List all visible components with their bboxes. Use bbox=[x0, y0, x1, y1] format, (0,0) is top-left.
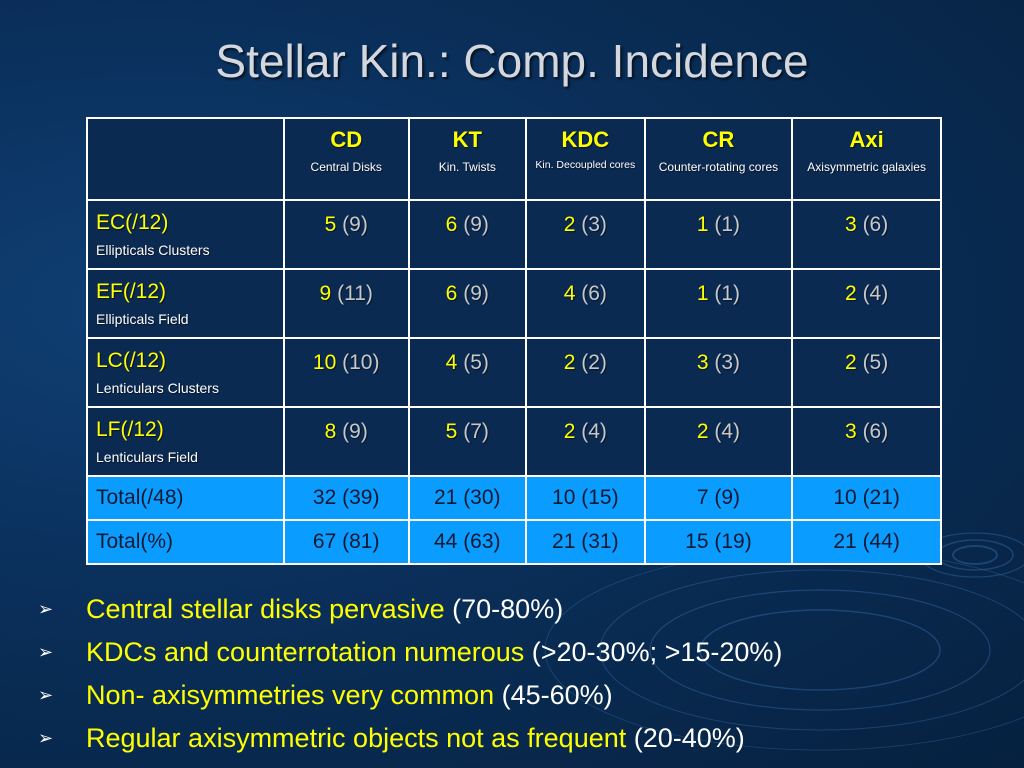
arrow-bullet-icon: ➢ bbox=[38, 728, 54, 748]
total-row-count: Total(/48) 32 (39) 21 (30) 10 (15) 7 (9)… bbox=[86, 475, 942, 521]
table-cell: 1 (1) bbox=[643, 199, 794, 270]
table-cell: 4 (5) bbox=[407, 337, 528, 408]
table-cell: 10 (15) bbox=[525, 475, 646, 521]
table-cell: 2 (3) bbox=[525, 199, 646, 270]
table-cell: 2 (2) bbox=[525, 337, 646, 408]
list-item: ➢ KDCs and counterrotation numerous (>20… bbox=[38, 631, 1018, 674]
table-cell: 2 (4) bbox=[525, 406, 646, 477]
arrow-bullet-icon: ➢ bbox=[38, 642, 54, 662]
table-cell: 2 (4) bbox=[791, 268, 942, 339]
row-header-lc: LC(/12) Lenticulars Clusters bbox=[86, 337, 285, 408]
table-cell: 6 (9) bbox=[407, 268, 528, 339]
row-header-total-percent: Total(%) bbox=[86, 519, 285, 565]
table-row: EC(/12) Ellipticals Clusters 5 (9) 6 (9)… bbox=[86, 199, 942, 270]
list-item: ➢ Regular axisymmetric objects not as fr… bbox=[38, 717, 1018, 760]
table-cell: 21 (30) bbox=[407, 475, 528, 521]
table-cell: 32 (39) bbox=[282, 475, 410, 521]
header-cell-cd: CD Central Disks bbox=[282, 117, 410, 201]
table-cell: 2 (4) bbox=[643, 406, 794, 477]
header-cell-axi: Axi Axisymmetric galaxies bbox=[791, 117, 942, 201]
table-cell: 2 (5) bbox=[791, 337, 942, 408]
table-cell: 3 (6) bbox=[791, 406, 942, 477]
table-header-row: CD Central Disks KT Kin. Twists KDC Kin.… bbox=[86, 117, 942, 201]
table-cell: 3 (3) bbox=[643, 337, 794, 408]
list-item: ➢ Non- axisymmetries very common (45-60%… bbox=[38, 674, 1018, 717]
table-cell: 44 (63) bbox=[407, 519, 528, 565]
table-cell: 21 (44) bbox=[791, 519, 942, 565]
row-header-lf: LF(/12) Lenticulars Field bbox=[86, 406, 285, 477]
header-cell-cr: CR Counter-rotating cores bbox=[643, 117, 794, 201]
table-cell: 6 (9) bbox=[407, 199, 528, 270]
total-row-percent: Total(%) 67 (81) 44 (63) 21 (31) 15 (19)… bbox=[86, 519, 942, 565]
header-corner-cell bbox=[86, 117, 285, 201]
table-cell: 10 (10) bbox=[282, 337, 410, 408]
table-row: EF(/12) Ellipticals Field 9 (11) 6 (9) 4… bbox=[86, 268, 942, 339]
row-header-total-count: Total(/48) bbox=[86, 475, 285, 521]
arrow-bullet-icon: ➢ bbox=[38, 685, 54, 705]
row-header-ef: EF(/12) Ellipticals Field bbox=[86, 268, 285, 339]
arrow-bullet-icon: ➢ bbox=[38, 599, 54, 619]
table-cell: 15 (19) bbox=[643, 519, 794, 565]
table-cell: 9 (11) bbox=[282, 268, 410, 339]
header-cell-kt: KT Kin. Twists bbox=[407, 117, 528, 201]
list-item: ➢ Central stellar disks pervasive (70-80… bbox=[38, 588, 1018, 631]
slide-title: Stellar Kin.: Comp. Incidence bbox=[215, 35, 809, 87]
table-cell: 5 (7) bbox=[407, 406, 528, 477]
table-row: LF(/12) Lenticulars Field 8 (9) 5 (7) 2 … bbox=[86, 406, 942, 477]
summary-bullet-list: ➢ Central stellar disks pervasive (70-80… bbox=[38, 588, 1018, 760]
table-cell: 67 (81) bbox=[282, 519, 410, 565]
header-cell-kdc: KDC Kin. Decoupled cores bbox=[525, 117, 646, 201]
table-cell: 10 (21) bbox=[791, 475, 942, 521]
row-header-ec: EC(/12) Ellipticals Clusters bbox=[86, 199, 285, 270]
table-cell: 7 (9) bbox=[643, 475, 794, 521]
table-cell: 8 (9) bbox=[282, 406, 410, 477]
table-cell: 1 (1) bbox=[643, 268, 794, 339]
table-cell: 3 (6) bbox=[791, 199, 942, 270]
table-cell: 5 (9) bbox=[282, 199, 410, 270]
table-row: LC(/12) Lenticulars Clusters 10 (10) 4 (… bbox=[86, 337, 942, 408]
incidence-table: CD Central Disks KT Kin. Twists KDC Kin.… bbox=[86, 117, 942, 565]
table-cell: 21 (31) bbox=[525, 519, 646, 565]
table-cell: 4 (6) bbox=[525, 268, 646, 339]
